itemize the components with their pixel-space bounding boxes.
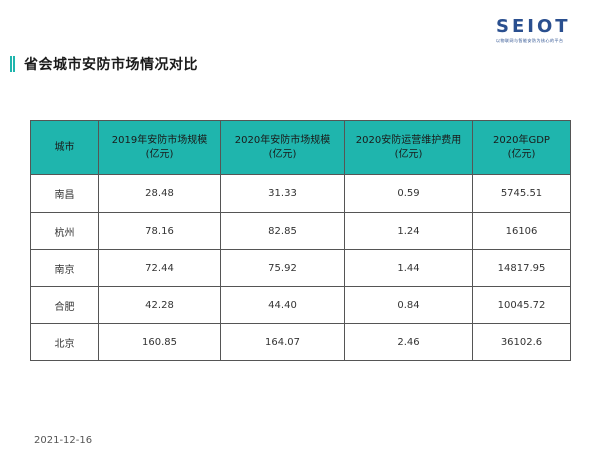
header-line2: (亿元) [394, 148, 423, 160]
cell-2019-market: 28.48 [98, 174, 221, 213]
cell-2020-market: 75.92 [220, 249, 345, 287]
slide-title-bar: 省会城市安防市场情况对比 [10, 54, 198, 74]
cell-2019-market: 78.16 [98, 212, 221, 250]
cell-city: 合肥 [30, 286, 99, 324]
cell-2020-maintenance: 1.44 [344, 249, 473, 287]
cell-city: 北京 [30, 323, 99, 361]
table-header-row: 城市 2019年安防市场规模 (亿元) 2020年安防市场规模 (亿元) 2020安… [30, 120, 571, 175]
cell-2020-maintenance: 0.59 [344, 174, 473, 213]
cell-2020-market: 31.33 [220, 174, 345, 213]
logo-text: SEIOT [496, 16, 571, 37]
header-line1: 城市 [54, 141, 75, 153]
cell-2020-market: 164.07 [220, 323, 345, 361]
table-row: 南昌 28.48 31.33 0.59 5745.51 [30, 174, 571, 213]
header-city: 城市 [30, 120, 99, 175]
header-2020-market: 2020年安防市场规模 (亿元) [220, 120, 345, 175]
cell-2020-gdp: 14817.95 [472, 249, 571, 287]
logo-subtitle: 以物联网与智能安防为核心的平台 [496, 38, 564, 43]
cell-2020-market: 82.85 [220, 212, 345, 250]
header-line1: 2020年GDP [493, 134, 550, 146]
table-row: 杭州 78.16 82.85 1.24 16106 [30, 212, 571, 250]
comparison-table: 城市 2019年安防市场规模 (亿元) 2020年安防市场规模 (亿元) 2020安… [30, 120, 571, 361]
cell-city: 杭州 [30, 212, 99, 250]
cell-2020-gdp: 5745.51 [472, 174, 571, 213]
cell-2019-market: 160.85 [98, 323, 221, 361]
cell-2020-gdp: 36102.6 [472, 323, 571, 361]
cell-2020-gdp: 16106 [472, 212, 571, 250]
header-line1: 2019年安防市场规模 [111, 134, 208, 146]
cell-2020-maintenance: 1.24 [344, 212, 473, 250]
cell-2019-market: 42.28 [98, 286, 221, 324]
cell-city: 南昌 [30, 174, 99, 213]
cell-city: 南京 [30, 249, 99, 287]
table-row: 合肥 42.28 44.40 0.84 10045.72 [30, 286, 571, 324]
header-2019-market: 2019年安防市场规模 (亿元) [98, 120, 221, 175]
header-line1: 2020年安防市场规模 [234, 134, 331, 146]
header-line1: 2020安防运营维护费用 [355, 134, 462, 146]
title-accent-mark [10, 56, 15, 72]
header-line2: (亿元) [507, 148, 536, 160]
header-line2: (亿元) [145, 148, 174, 160]
table-row: 北京 160.85 164.07 2.46 36102.6 [30, 323, 571, 361]
header-2020-gdp: 2020年GDP (亿元) [472, 120, 571, 175]
header-line2: (亿元) [268, 148, 297, 160]
slide-date: 2021-12-16 [34, 435, 93, 446]
cell-2019-market: 72.44 [98, 249, 221, 287]
seiot-logo: SEIOT 以物联网与智能安防为核心的平台 [496, 18, 576, 46]
cell-2020-gdp: 10045.72 [472, 286, 571, 324]
cell-2020-maintenance: 0.84 [344, 286, 473, 324]
cell-2020-market: 44.40 [220, 286, 345, 324]
table-row: 南京 72.44 75.92 1.44 14817.95 [30, 249, 571, 287]
header-2020-maintenance: 2020安防运营维护费用 (亿元) [344, 120, 473, 175]
cell-2020-maintenance: 2.46 [344, 323, 473, 361]
slide-title: 省会城市安防市场情况对比 [24, 57, 198, 73]
